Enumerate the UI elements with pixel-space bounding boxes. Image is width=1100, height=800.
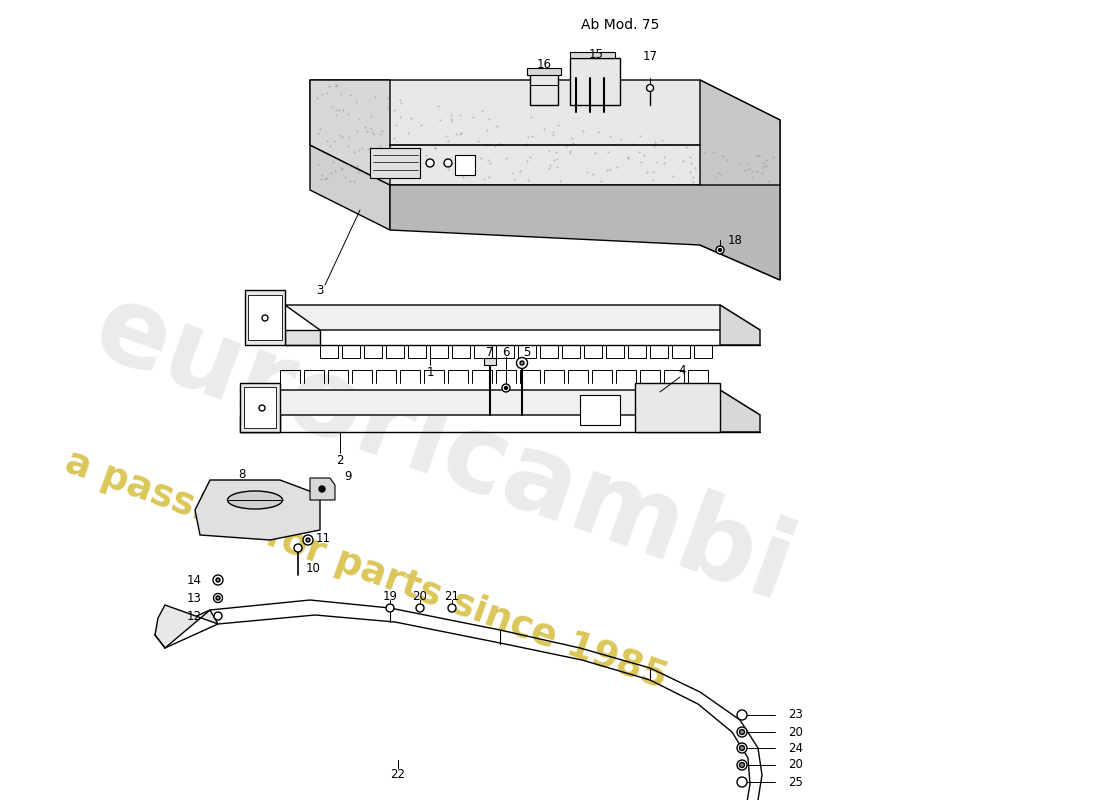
Ellipse shape <box>228 491 283 509</box>
Polygon shape <box>530 72 558 105</box>
Circle shape <box>213 594 222 602</box>
Text: 4: 4 <box>679 363 685 377</box>
Polygon shape <box>248 295 282 340</box>
Text: 21: 21 <box>444 590 460 602</box>
Circle shape <box>718 249 722 251</box>
Text: 24: 24 <box>788 742 803 754</box>
Text: 22: 22 <box>390 769 406 782</box>
Circle shape <box>319 486 324 492</box>
Circle shape <box>262 315 268 321</box>
Text: a passion for parts since 1985: a passion for parts since 1985 <box>60 444 672 696</box>
Text: 20: 20 <box>412 590 428 602</box>
Polygon shape <box>570 58 620 105</box>
Polygon shape <box>240 390 760 415</box>
Circle shape <box>737 710 747 720</box>
Polygon shape <box>720 305 760 345</box>
Circle shape <box>444 159 452 167</box>
Circle shape <box>502 384 510 392</box>
Polygon shape <box>370 148 420 178</box>
Polygon shape <box>195 480 320 540</box>
Circle shape <box>426 159 434 167</box>
Circle shape <box>739 746 745 750</box>
Polygon shape <box>310 145 390 230</box>
Circle shape <box>739 730 745 734</box>
Polygon shape <box>310 478 336 500</box>
Text: 15: 15 <box>588 47 604 61</box>
Polygon shape <box>700 80 780 280</box>
Polygon shape <box>580 395 620 425</box>
Polygon shape <box>240 383 280 432</box>
Circle shape <box>517 358 528 369</box>
Polygon shape <box>527 68 561 75</box>
Polygon shape <box>720 390 760 432</box>
Circle shape <box>737 743 747 753</box>
Polygon shape <box>240 415 280 432</box>
Text: 6: 6 <box>503 346 509 358</box>
Text: 17: 17 <box>642 50 658 63</box>
Circle shape <box>647 85 653 91</box>
Text: 9: 9 <box>344 470 352 482</box>
Text: 20: 20 <box>788 758 803 771</box>
Circle shape <box>216 578 220 582</box>
Polygon shape <box>285 330 320 345</box>
Circle shape <box>737 727 747 737</box>
Circle shape <box>416 604 424 612</box>
Polygon shape <box>310 80 390 185</box>
Text: 14: 14 <box>187 574 202 586</box>
Text: 12: 12 <box>187 610 202 622</box>
Circle shape <box>386 604 394 612</box>
Text: Ab Mod. 75: Ab Mod. 75 <box>581 18 659 32</box>
Text: 16: 16 <box>537 58 551 71</box>
Polygon shape <box>245 290 285 345</box>
Polygon shape <box>285 305 760 330</box>
Polygon shape <box>455 155 475 175</box>
Text: 19: 19 <box>383 590 397 602</box>
Polygon shape <box>244 387 276 428</box>
Text: 13: 13 <box>187 591 202 605</box>
Text: 8: 8 <box>239 469 245 482</box>
Circle shape <box>448 604 456 612</box>
Circle shape <box>737 777 747 787</box>
Circle shape <box>216 596 220 600</box>
Circle shape <box>737 760 747 770</box>
Circle shape <box>214 612 222 620</box>
Circle shape <box>716 246 724 254</box>
Text: 7: 7 <box>486 346 494 358</box>
Text: 2: 2 <box>337 454 343 466</box>
Text: euroricambi: euroricambi <box>80 274 806 626</box>
Polygon shape <box>484 358 496 365</box>
Polygon shape <box>390 185 780 280</box>
Text: 25: 25 <box>788 775 803 789</box>
Text: 5: 5 <box>524 346 530 358</box>
Text: 10: 10 <box>306 562 320 574</box>
Polygon shape <box>310 80 780 185</box>
Circle shape <box>294 544 302 552</box>
Circle shape <box>520 361 524 365</box>
Text: 1: 1 <box>427 366 433 378</box>
Polygon shape <box>155 605 218 648</box>
Circle shape <box>739 762 745 767</box>
Circle shape <box>258 405 265 411</box>
Text: 18: 18 <box>727 234 742 246</box>
Polygon shape <box>635 383 720 432</box>
Polygon shape <box>570 52 615 58</box>
Circle shape <box>505 386 507 390</box>
Text: 3: 3 <box>317 283 323 297</box>
Circle shape <box>302 535 313 545</box>
Text: 23: 23 <box>788 709 803 722</box>
Text: 11: 11 <box>316 531 330 545</box>
Text: 20: 20 <box>788 726 803 738</box>
Circle shape <box>306 538 310 542</box>
Circle shape <box>213 575 223 585</box>
